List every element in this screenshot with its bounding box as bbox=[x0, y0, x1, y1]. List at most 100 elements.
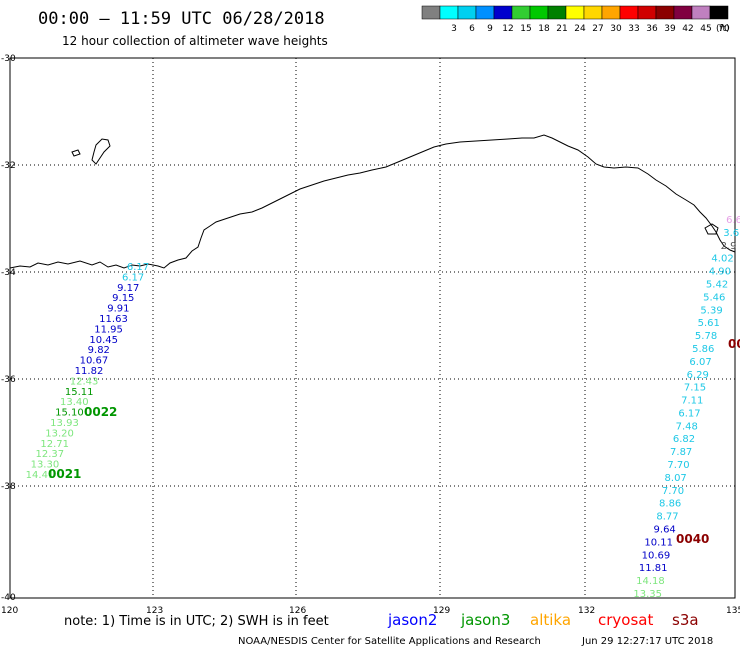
color-scale-swatch bbox=[673, 5, 693, 20]
track-value: 7.11 bbox=[681, 396, 703, 407]
color-scale-label: 3 bbox=[451, 24, 457, 34]
track-value: 8.07 bbox=[665, 473, 687, 484]
track-value: 6.82 bbox=[673, 434, 695, 445]
track-value: 5.42 bbox=[706, 280, 728, 291]
color-scale-swatch bbox=[439, 5, 459, 20]
lon-tick-123: 123 bbox=[146, 606, 163, 616]
track-value: 10.11 bbox=[644, 537, 673, 548]
track-value: 6.17 bbox=[678, 408, 700, 419]
color-scale-swatch bbox=[637, 5, 657, 20]
track-value: 7.70 bbox=[662, 486, 684, 497]
altimeter-tracks: 6.176.179.179.159.9111.6311.9510.459.821… bbox=[26, 215, 740, 600]
mission-jason3: jason3 bbox=[460, 611, 510, 629]
lon-tick-132: 132 bbox=[578, 606, 595, 616]
track-value: 6.07 bbox=[689, 357, 711, 368]
color-scale-label: 70 bbox=[718, 24, 730, 34]
color-scale-label: 42 bbox=[682, 24, 693, 34]
track-value: 3.6 bbox=[723, 228, 739, 239]
track-value: 8.86 bbox=[659, 499, 681, 510]
track-value: 13.20 bbox=[45, 428, 74, 439]
track-value: 9.82 bbox=[88, 345, 110, 356]
pass-label-0022: 0022 bbox=[84, 405, 117, 419]
lon-tick-126: 126 bbox=[289, 606, 306, 616]
track-value: 5.61 bbox=[698, 318, 720, 329]
track-value: 11.63 bbox=[99, 314, 128, 325]
pass-label-0021: 0021 bbox=[48, 467, 81, 481]
track-value: 7.70 bbox=[667, 460, 689, 471]
color-scale-swatch bbox=[565, 5, 585, 20]
color-scale-label: 9 bbox=[487, 24, 493, 34]
color-scale-swatch bbox=[583, 5, 603, 20]
color-scale-swatch bbox=[691, 5, 711, 20]
color-scale-label: 21 bbox=[556, 24, 567, 34]
map-title: 00:00 – 11:59 UTC 06/28/2018 bbox=[38, 9, 325, 29]
track-value: 8.77 bbox=[656, 512, 678, 523]
map-frame bbox=[9, 57, 736, 599]
track-value: 4.90 bbox=[709, 267, 731, 278]
track-value: 5.86 bbox=[692, 344, 714, 355]
island-recherche bbox=[91, 138, 111, 165]
track-value: 9.64 bbox=[654, 525, 676, 536]
track-value: 7.15 bbox=[684, 383, 706, 394]
color-scale-label: 45 bbox=[700, 24, 711, 34]
track-value: 5.39 bbox=[700, 305, 722, 316]
lon-tick-135: 135 bbox=[726, 606, 740, 616]
color-scale-label: 15 bbox=[520, 24, 531, 34]
track-value: 6.17 bbox=[122, 272, 144, 283]
track-value: 10.69 bbox=[642, 550, 671, 561]
track-value: 14.41 bbox=[26, 470, 55, 481]
color-scale-label: 12 bbox=[502, 24, 513, 34]
color-scale-swatch bbox=[529, 5, 549, 20]
track-value: 11.82 bbox=[75, 366, 104, 377]
track-value: 10.45 bbox=[89, 335, 118, 346]
island-kangaroo bbox=[704, 223, 719, 235]
track-value: 13.30 bbox=[31, 460, 60, 471]
track-value: 7.48 bbox=[676, 421, 698, 432]
color-scale-swatch bbox=[457, 5, 477, 20]
mission-jason2: jason2 bbox=[387, 611, 437, 629]
color-scale-label: 6 bbox=[469, 24, 475, 34]
lon-tick-120: 120 bbox=[1, 606, 18, 616]
color-scale-label: 39 bbox=[664, 24, 676, 34]
mission-s3a: s3a bbox=[672, 611, 699, 629]
color-scale-swatch bbox=[709, 5, 729, 20]
track-value: 7.87 bbox=[670, 447, 692, 458]
pass-label-00: 00 bbox=[728, 337, 740, 351]
color-scale-swatch bbox=[493, 5, 513, 20]
graticule bbox=[10, 58, 735, 598]
track-value: 15.10 bbox=[55, 408, 84, 419]
color-scale-label: 18 bbox=[538, 24, 550, 34]
mission-altika: altika bbox=[530, 611, 571, 629]
track-value: 12.43 bbox=[70, 376, 99, 387]
pass-label-0040: 0040 bbox=[676, 532, 709, 546]
lat-tick-38: -38 bbox=[1, 482, 16, 492]
color-scale-swatch bbox=[547, 5, 567, 20]
color-scale-swatch bbox=[511, 5, 531, 20]
lon-tick-129: 129 bbox=[433, 606, 450, 616]
coastline bbox=[9, 134, 736, 269]
lat-tick-36: -36 bbox=[1, 375, 16, 385]
color-scale-swatch bbox=[475, 5, 495, 20]
track-value: 11.81 bbox=[639, 563, 668, 574]
track-value: 11.95 bbox=[94, 324, 123, 335]
color-scale-label: 30 bbox=[610, 24, 622, 34]
track-value: 2.9 bbox=[721, 241, 737, 252]
track-value: 15.11 bbox=[65, 387, 94, 398]
track-value: 9.91 bbox=[107, 304, 129, 315]
mission-cryosat: cryosat bbox=[598, 611, 653, 629]
color-scale-unit: (ft) bbox=[716, 24, 730, 34]
color-scale-swatch bbox=[655, 5, 675, 20]
color-scale-legend: 3 6 9 12 15 18 21 24 27 30 33 36 39 42 45 70 bbox=[421, 5, 730, 34]
track-value: 9.17 bbox=[117, 283, 139, 294]
track-value: 5.78 bbox=[695, 331, 717, 342]
color-scale-swatch bbox=[421, 5, 441, 20]
track-value: 6.29 bbox=[687, 370, 709, 381]
footer-credit: NOAA/NESDIS Center for Satellite Applica… bbox=[238, 636, 541, 647]
track-value: 13.93 bbox=[50, 418, 79, 429]
color-scale-label: 24 bbox=[574, 24, 586, 34]
track-value: 6.17 bbox=[127, 262, 149, 273]
footer-timestamp: Jun 29 12:27:17 UTC 2018 bbox=[581, 636, 713, 647]
track-value: 13.40 bbox=[60, 397, 89, 408]
island-small bbox=[71, 149, 81, 157]
